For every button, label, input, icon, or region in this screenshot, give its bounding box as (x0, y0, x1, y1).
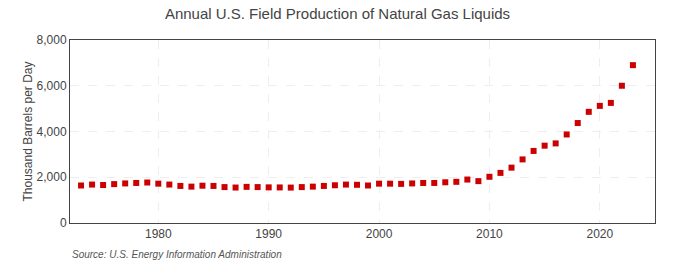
svg-text:8,000: 8,000 (37, 33, 67, 47)
svg-text:2010: 2010 (476, 227, 503, 241)
svg-text:2020: 2020 (586, 227, 613, 241)
svg-text:Source: U.S. Energy Informatio: Source: U.S. Energy Information Administ… (72, 249, 282, 260)
svg-text:2000: 2000 (366, 227, 393, 241)
svg-text:4,000: 4,000 (37, 125, 67, 139)
svg-text:6,000: 6,000 (37, 79, 67, 93)
svg-text:1990: 1990 (255, 227, 282, 241)
svg-text:Annual U.S. Field Production o: Annual U.S. Field Production of Natural … (165, 5, 510, 22)
svg-text:0: 0 (60, 216, 67, 230)
svg-text:1980: 1980 (145, 227, 172, 241)
svg-text:Thousand Barrels per Day: Thousand Barrels per Day (21, 61, 35, 201)
svg-text:2,000: 2,000 (37, 170, 67, 184)
